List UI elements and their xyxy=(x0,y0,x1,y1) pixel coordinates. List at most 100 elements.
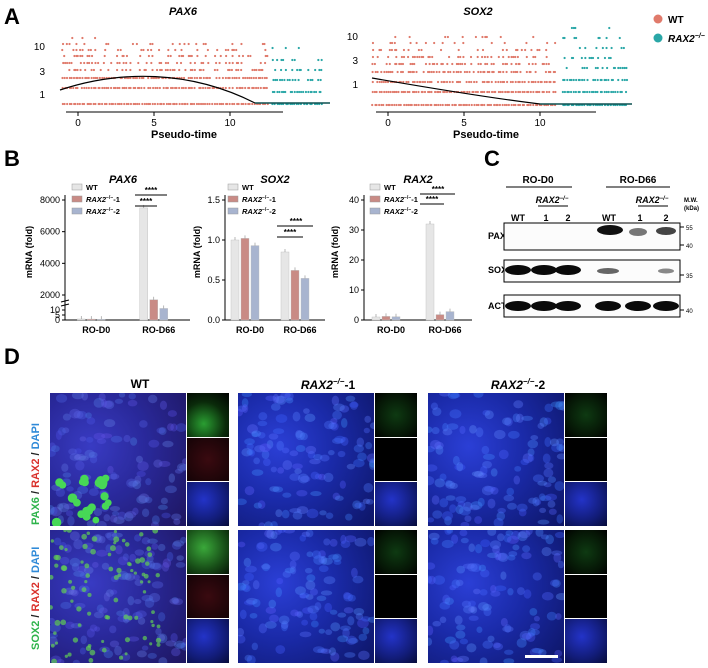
nucleus xyxy=(88,451,98,459)
cell-point-wt xyxy=(490,62,493,66)
cell-point-wt xyxy=(465,80,468,84)
cell-point-wt xyxy=(518,80,521,84)
cell-point-ko xyxy=(307,68,310,72)
cell-point-ko xyxy=(607,90,610,94)
nucleus xyxy=(530,623,541,630)
nucleus xyxy=(132,507,139,516)
nucleus xyxy=(318,628,325,634)
nucleus xyxy=(428,532,440,541)
nucleus xyxy=(340,625,351,631)
cell-point-ko xyxy=(578,78,581,82)
cell-point-wt xyxy=(409,103,412,107)
d-row1-label: PAX6 / RAX2 / DAPI xyxy=(30,423,42,525)
nucleus xyxy=(69,408,81,419)
nucleus xyxy=(146,555,154,563)
cell-point-wt xyxy=(395,55,398,59)
merged-image xyxy=(50,530,186,663)
green-cell xyxy=(113,530,118,534)
nucleus xyxy=(161,561,170,572)
cell-point-wt xyxy=(442,90,445,94)
cell-point-wt xyxy=(204,54,207,58)
cell-point-wt xyxy=(461,62,464,66)
green-cell xyxy=(109,545,116,552)
cell-point-wt xyxy=(534,55,537,59)
cell-point-wt xyxy=(448,80,451,84)
nucleus xyxy=(477,497,485,507)
nucleus xyxy=(343,592,351,600)
cell-point-ko xyxy=(561,90,564,94)
cell-point-ko xyxy=(584,46,587,50)
nucleus xyxy=(512,413,521,423)
cell-point-wt xyxy=(228,86,231,90)
cell-point-wt xyxy=(462,41,465,45)
cell-point-wt xyxy=(206,76,209,80)
cell-point-ko xyxy=(563,56,566,60)
cell-point-wt xyxy=(235,48,238,52)
bar xyxy=(149,299,158,321)
cell-point-wt xyxy=(438,70,441,74)
cell-point-wt xyxy=(542,90,545,94)
wb-lane-3: 2 xyxy=(565,213,570,223)
cell-point-ko xyxy=(566,78,569,82)
nucleus xyxy=(269,486,280,492)
cell-point-wt xyxy=(505,103,508,107)
nucleus xyxy=(541,591,554,601)
nucleus xyxy=(71,562,80,572)
cell-point-wt xyxy=(387,90,390,94)
cell-point-wt xyxy=(538,48,541,52)
nucleus xyxy=(77,565,87,573)
green-channel-image xyxy=(565,530,607,574)
nucleus xyxy=(296,611,304,618)
nucleus xyxy=(510,530,521,540)
nucleus xyxy=(537,519,550,525)
cell-point-wt xyxy=(545,80,548,84)
cell-point-wt xyxy=(151,54,154,58)
nucleus xyxy=(504,417,513,427)
nucleus xyxy=(543,417,552,425)
nucleus xyxy=(539,417,549,427)
cell-point-wt xyxy=(462,103,465,107)
cell-point-wt xyxy=(238,54,241,58)
nucleus xyxy=(481,445,490,455)
cell-point-ko xyxy=(583,78,586,82)
nucleus xyxy=(64,587,75,595)
nucleus xyxy=(134,534,142,542)
cell-point-wt xyxy=(530,48,533,52)
bar xyxy=(280,251,290,321)
legend-b-swatch xyxy=(227,195,239,203)
nucleus xyxy=(251,430,262,438)
green-cell xyxy=(51,658,58,663)
cell-point-wt xyxy=(147,54,151,58)
nucleus xyxy=(59,556,70,565)
nucleus xyxy=(252,580,260,590)
cell-point-wt xyxy=(152,86,155,90)
cell-point-wt xyxy=(90,86,93,90)
cell-point-wt xyxy=(413,103,416,107)
cell-point-wt xyxy=(430,70,433,74)
merged-image xyxy=(50,393,186,526)
nucleus xyxy=(124,573,136,581)
cell-point-wt xyxy=(371,90,374,94)
nucleus xyxy=(289,450,299,457)
nucleus xyxy=(497,507,506,514)
green-cell xyxy=(86,531,91,536)
cell-point-wt xyxy=(544,70,548,74)
cell-point-wt xyxy=(82,102,86,106)
axis-break xyxy=(60,303,70,307)
cell-point-wt xyxy=(375,90,378,94)
green-cell xyxy=(51,517,62,526)
cell-point-ko xyxy=(320,68,323,72)
nucleus xyxy=(325,629,333,636)
a2-ytick-3: 3 xyxy=(352,56,358,67)
nucleus xyxy=(320,590,333,596)
nucleus xyxy=(346,463,355,470)
nucleus xyxy=(258,623,268,634)
significance-mark: **** xyxy=(290,217,303,226)
cell-point-wt xyxy=(180,76,183,80)
nucleus xyxy=(528,497,537,504)
cell-point-wt xyxy=(226,102,229,106)
cell-point-wt xyxy=(465,103,468,107)
cell-point-wt xyxy=(64,61,67,65)
cell-point-wt xyxy=(382,80,385,84)
cell-point-wt xyxy=(215,61,218,65)
